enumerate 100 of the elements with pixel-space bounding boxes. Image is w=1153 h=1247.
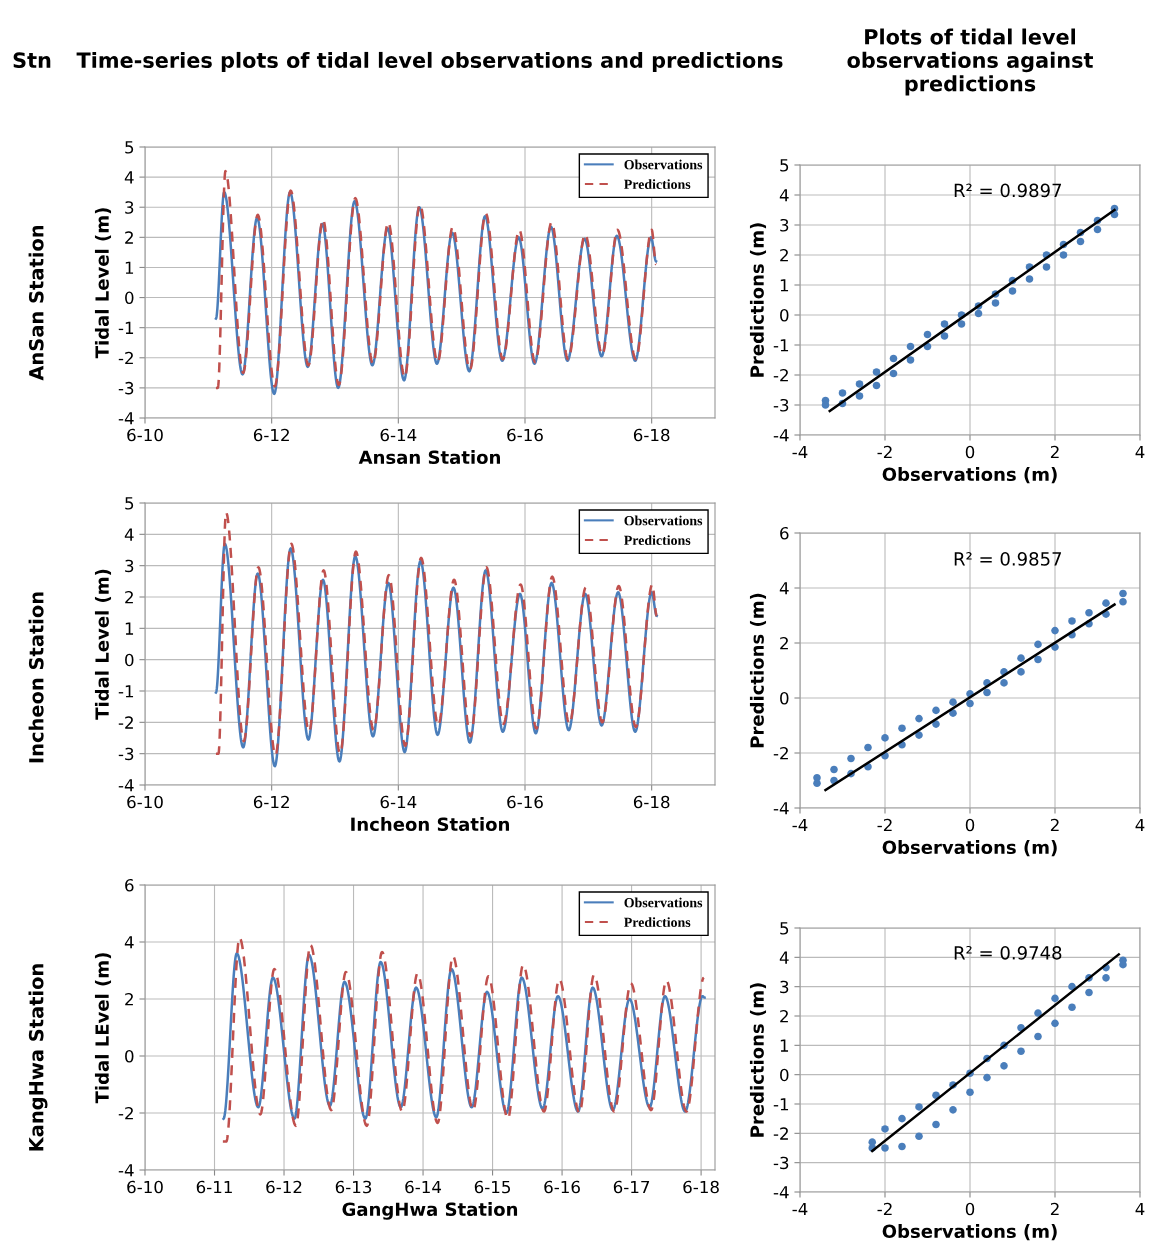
x-tick-label: 0 bbox=[965, 818, 975, 832]
x-tick-label: 6-18 bbox=[633, 428, 670, 442]
y-tick-label: 2 bbox=[780, 248, 788, 262]
x-tick-label: 6-18 bbox=[683, 1180, 719, 1194]
y-tick-label: -2 bbox=[773, 368, 788, 382]
x-axis-title: Observations (m) bbox=[882, 1224, 1057, 1241]
x-axis-title: Observations (m) bbox=[882, 467, 1057, 484]
y-tick-label: -4 bbox=[118, 412, 134, 425]
y-tick-label: 4 bbox=[124, 528, 134, 541]
y-tick-label: 1 bbox=[780, 279, 789, 292]
x-tick-label: 6-16 bbox=[507, 795, 543, 809]
y-tick-label: -4 bbox=[118, 779, 134, 792]
chart-title: Time-series plots of tidal level observations and predictions bbox=[76, 51, 783, 73]
legend-label: Observations bbox=[624, 515, 703, 526]
y-tick-label: 0 bbox=[780, 308, 789, 322]
y-tick-label: 4 bbox=[124, 936, 134, 949]
x-tick-label: -2 bbox=[877, 1202, 892, 1216]
x-tick-label: 6-12 bbox=[266, 1180, 302, 1194]
x-tick-label: 0 bbox=[965, 445, 975, 459]
legend-label: Predictions bbox=[624, 535, 691, 545]
x-tick-label: 6-10 bbox=[127, 1180, 163, 1194]
y-tick-label: -1 bbox=[773, 1098, 789, 1111]
x-tick-label: -4 bbox=[792, 1202, 808, 1216]
x-axis-title: Incheon Station bbox=[351, 817, 509, 832]
x-tick-label: 6-11 bbox=[196, 1180, 232, 1194]
legend-label: Predictions bbox=[624, 179, 691, 189]
y-tick-label: 2 bbox=[780, 1009, 788, 1023]
y-tick-label: 4 bbox=[779, 582, 789, 595]
chart-title: Plots of tidal level observations against predictions bbox=[847, 28, 1093, 96]
y-tick-label: -2 bbox=[118, 716, 133, 729]
y-tick-label: 5 bbox=[125, 497, 134, 510]
y-tick-label: -2 bbox=[773, 1127, 788, 1140]
y-tick-label: 0 bbox=[125, 1049, 134, 1063]
y-tick-label: -2 bbox=[118, 1106, 133, 1120]
y-tick-label: 0 bbox=[780, 691, 789, 705]
text: Incheon Station bbox=[28, 592, 44, 763]
y-tick-label: 4 bbox=[124, 171, 134, 184]
x-tick-label: 6-13 bbox=[335, 1180, 372, 1194]
y-tick-label: 2 bbox=[125, 590, 133, 604]
x-tick-label: 6-17 bbox=[613, 1180, 650, 1194]
y-tick-label: 1 bbox=[125, 261, 134, 274]
x-tick-label: 6-10 bbox=[127, 795, 163, 809]
y-tick-label: 1 bbox=[780, 1039, 789, 1052]
y-tick-label: -1 bbox=[118, 685, 134, 698]
y-axis-title: Predictions (m) bbox=[749, 593, 767, 748]
y-tick-label: -3 bbox=[118, 747, 134, 761]
x-tick-label: 6-16 bbox=[544, 1180, 580, 1194]
annotation: R² = 0.9748 bbox=[954, 945, 1062, 960]
y-tick-label: -1 bbox=[773, 339, 789, 352]
x-tick-label: -4 bbox=[792, 818, 808, 832]
text: KangHwa Station bbox=[28, 964, 48, 1151]
x-tick-label: 2 bbox=[1050, 818, 1059, 832]
x-tick-label: 6-18 bbox=[633, 795, 670, 809]
y-tick-label: 0 bbox=[125, 653, 134, 667]
y-tick-label: -2 bbox=[773, 746, 788, 760]
y-tick-label: 3 bbox=[125, 201, 134, 214]
x-tick-label: 6-14 bbox=[380, 795, 417, 809]
y-tick-label: -4 bbox=[118, 1164, 134, 1177]
y-tick-label: -2 bbox=[118, 351, 133, 365]
x-tick-label: 4 bbox=[1135, 818, 1145, 832]
y-axis-title: Tidal LEvel (m) bbox=[94, 953, 112, 1104]
x-tick-label: 6-12 bbox=[253, 795, 289, 809]
y-axis-title: Tidal Level (m) bbox=[94, 569, 112, 720]
x-tick-label: 6-10 bbox=[127, 428, 163, 442]
x-tick-label: -2 bbox=[877, 445, 892, 459]
y-tick-label: 3 bbox=[125, 559, 134, 573]
y-tick-label: 3 bbox=[780, 218, 789, 232]
x-tick-label: 2 bbox=[1050, 1202, 1059, 1216]
text: Stn bbox=[13, 52, 51, 69]
y-tick-label: 6 bbox=[125, 878, 134, 892]
y-tick-label: 4 bbox=[779, 189, 789, 202]
x-tick-label: 6-14 bbox=[405, 1180, 442, 1194]
text: AnSan Station bbox=[28, 225, 44, 381]
y-tick-label: 4 bbox=[779, 951, 789, 964]
y-tick-label: 5 bbox=[125, 141, 134, 154]
y-axis-title: Predictions (m) bbox=[749, 223, 767, 377]
x-tick-label: 2 bbox=[1050, 445, 1059, 459]
y-tick-label: 1 bbox=[125, 622, 134, 635]
y-tick-label: 0 bbox=[125, 291, 134, 305]
x-axis-title: Observations (m) bbox=[882, 840, 1057, 857]
x-tick-label: 6-16 bbox=[507, 428, 543, 442]
annotation: R² = 0.9897 bbox=[954, 183, 1062, 198]
y-tick-label: 5 bbox=[780, 159, 789, 172]
legend-label: Predictions bbox=[624, 917, 691, 927]
legend-label: Observations bbox=[624, 159, 703, 170]
y-tick-label: 2 bbox=[780, 636, 788, 650]
y-tick-label: 0 bbox=[780, 1068, 789, 1082]
x-tick-label: -2 bbox=[877, 818, 892, 832]
y-axis-title: Tidal Level (m) bbox=[94, 208, 112, 359]
x-tick-label: 0 bbox=[965, 1202, 975, 1216]
y-tick-label: 2 bbox=[125, 992, 133, 1006]
x-tick-label: -4 bbox=[792, 445, 808, 459]
annotation: R² = 0.9857 bbox=[954, 552, 1062, 566]
y-tick-label: -1 bbox=[118, 321, 134, 334]
y-tick-label: 3 bbox=[780, 980, 789, 994]
x-tick-label: 4 bbox=[1135, 1202, 1145, 1216]
legend-label: Observations bbox=[624, 897, 703, 908]
y-tick-label: -3 bbox=[773, 398, 789, 412]
x-tick-label: 6-15 bbox=[474, 1180, 511, 1194]
x-tick-label: 6-12 bbox=[253, 428, 289, 442]
